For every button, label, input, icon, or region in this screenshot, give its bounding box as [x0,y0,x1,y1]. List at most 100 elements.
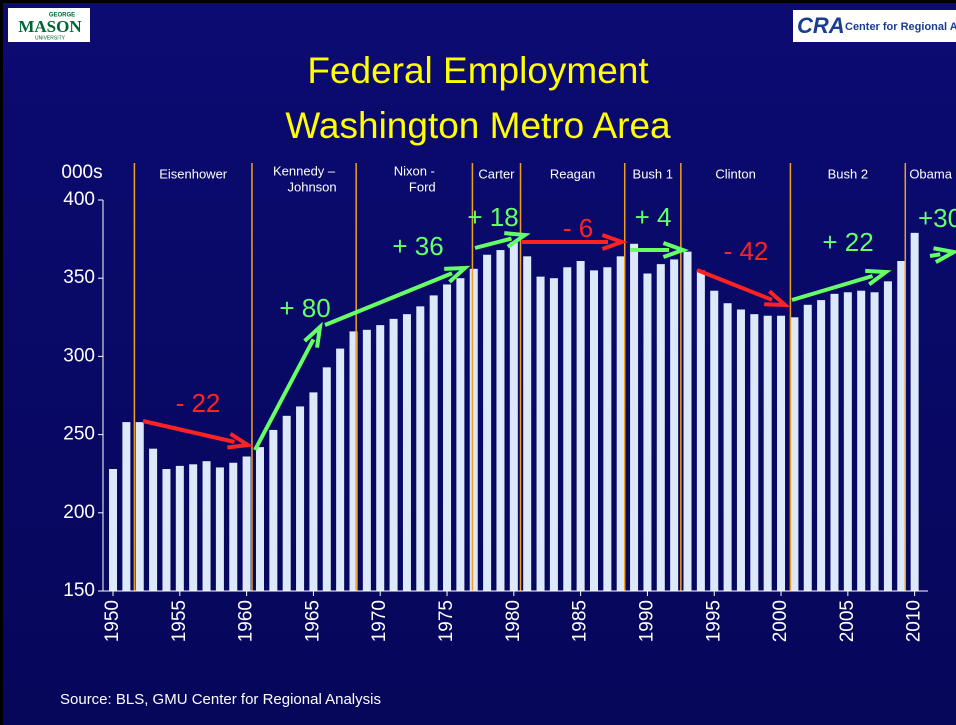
bar [322,367,331,591]
x-tick-label: 1970 [369,600,390,642]
annotation: + 18 [467,202,518,232]
bar [456,278,465,591]
bar [443,284,452,591]
bar [643,273,652,591]
bar [576,260,585,591]
x-tick-label: 1955 [169,600,190,642]
y-tick-label: 300 [63,345,95,366]
arrow-shaft [696,268,773,302]
logo-text: GEORGE [49,13,75,19]
source: Source: BLS, GMU Center for Regional Ana… [60,691,381,708]
x-tick-label: 1950 [102,600,123,642]
arrow-head [764,289,791,308]
bar [630,243,639,592]
bar [242,456,251,591]
bar [162,469,171,591]
bar [670,259,679,591]
bar [589,270,598,591]
x-tick-label: 1975 [436,600,457,642]
bar [376,325,385,591]
annotation: + 4 [635,202,672,232]
y-tick-label: 250 [63,424,95,445]
arrow-head [227,432,254,450]
annotation: + 36 [392,231,443,261]
bar [349,331,358,591]
bar [429,295,438,591]
era-label: Eisenhower [159,166,228,181]
era-label: Bush 1 [633,166,673,181]
annotation: +30 [918,203,956,233]
cra-logo: CRA Center for Regional Analy [793,10,956,42]
era-label: Clinton [715,166,755,181]
bar [149,448,158,591]
arrow-shaft [142,419,235,444]
bar [910,232,919,591]
era-label: Carter [478,166,515,181]
logo-text: Center for Regional Analy [845,21,956,33]
era-label: Johnson [287,179,336,194]
bar [536,276,545,591]
bar [870,292,879,591]
bar [362,329,371,591]
bar [656,264,665,591]
x-tick-label: 2005 [837,600,858,642]
bar [897,260,906,591]
arrow-head [303,321,323,348]
bar [883,281,892,591]
arrow-head [662,241,689,259]
bar [736,309,745,591]
x-tick-label: 1980 [503,600,524,642]
bar [777,315,786,591]
bar [135,422,144,591]
arrow-shaft [929,252,941,258]
y-tick-label: 400 [63,189,95,210]
bar [215,467,224,591]
bar [255,447,264,591]
bar [710,290,719,591]
bar [750,314,759,591]
logo-text: MASON [18,17,82,36]
logo-box [793,10,956,42]
x-tick-label: 1990 [636,600,657,642]
bar [109,469,118,591]
annotation: - 22 [176,388,221,418]
annotation: - 42 [724,236,769,266]
bar [202,461,211,591]
arrow-head [933,246,956,264]
y-tick-label: 200 [63,502,95,523]
x-tick-label: 2000 [770,600,791,642]
era-label: Reagan [550,166,596,181]
bar [496,250,505,591]
bar [389,318,398,591]
arrow-head [601,233,628,251]
era-label: Kennedy – [273,163,336,178]
arrow-head [444,265,471,284]
bar [509,242,518,591]
bar [336,348,345,591]
bar [563,267,572,591]
y-unit: 000s [61,162,102,183]
bar [469,268,478,591]
bar [790,317,799,591]
x-tick-label: 2010 [904,600,925,642]
bar [803,304,812,591]
x-tick-label: 1965 [302,600,323,642]
bar [843,292,852,591]
bar [229,462,238,591]
x-tick-label: 1985 [570,600,591,642]
bar [122,422,131,591]
annotation: + 22 [822,227,873,257]
logo-text: CRA [797,13,845,38]
bar [189,464,198,591]
arrow-head [865,268,892,286]
bar [402,314,411,591]
bar [296,406,305,591]
y-tick-label: 150 [63,580,95,601]
arrow-shaft [253,338,316,451]
chart-title: Federal Employment [307,50,649,91]
bar [269,429,278,591]
bar [309,392,318,591]
bar [683,251,692,591]
bar [523,256,532,591]
x-tick-label: 1995 [703,600,724,642]
